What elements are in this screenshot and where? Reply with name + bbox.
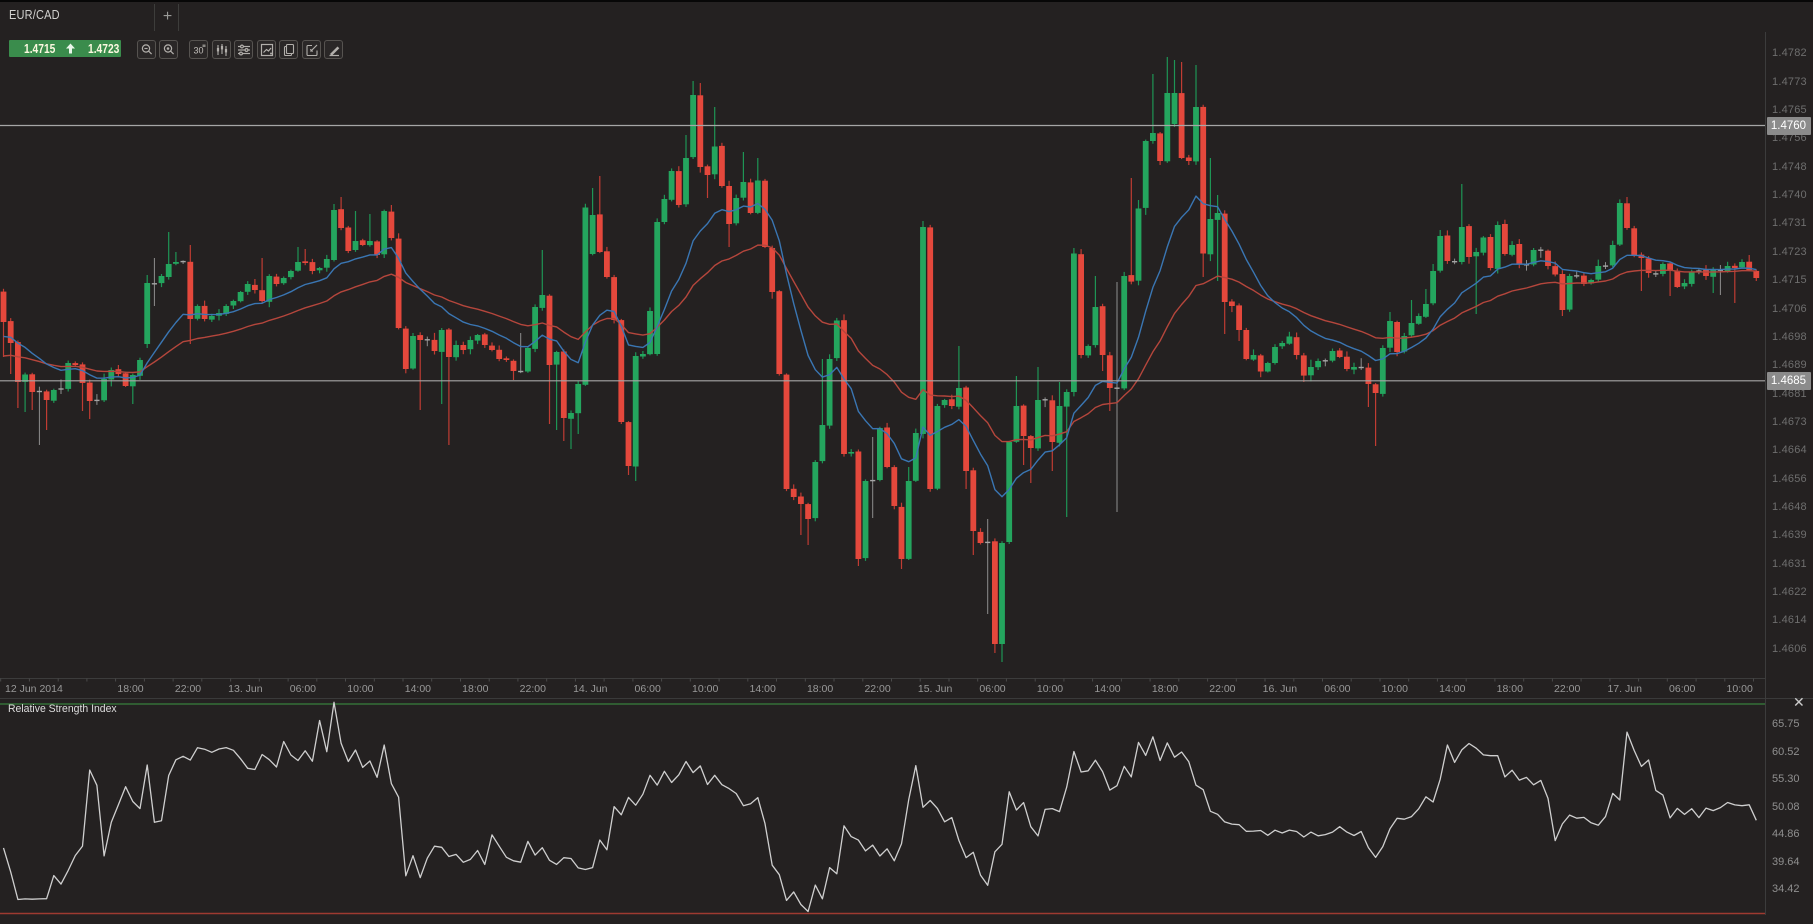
- svg-text:30: 30: [193, 45, 203, 55]
